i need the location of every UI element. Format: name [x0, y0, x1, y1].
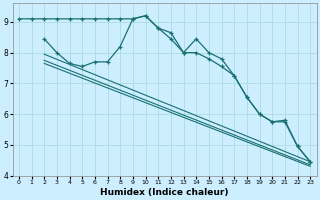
X-axis label: Humidex (Indice chaleur): Humidex (Indice chaleur) — [100, 188, 229, 197]
